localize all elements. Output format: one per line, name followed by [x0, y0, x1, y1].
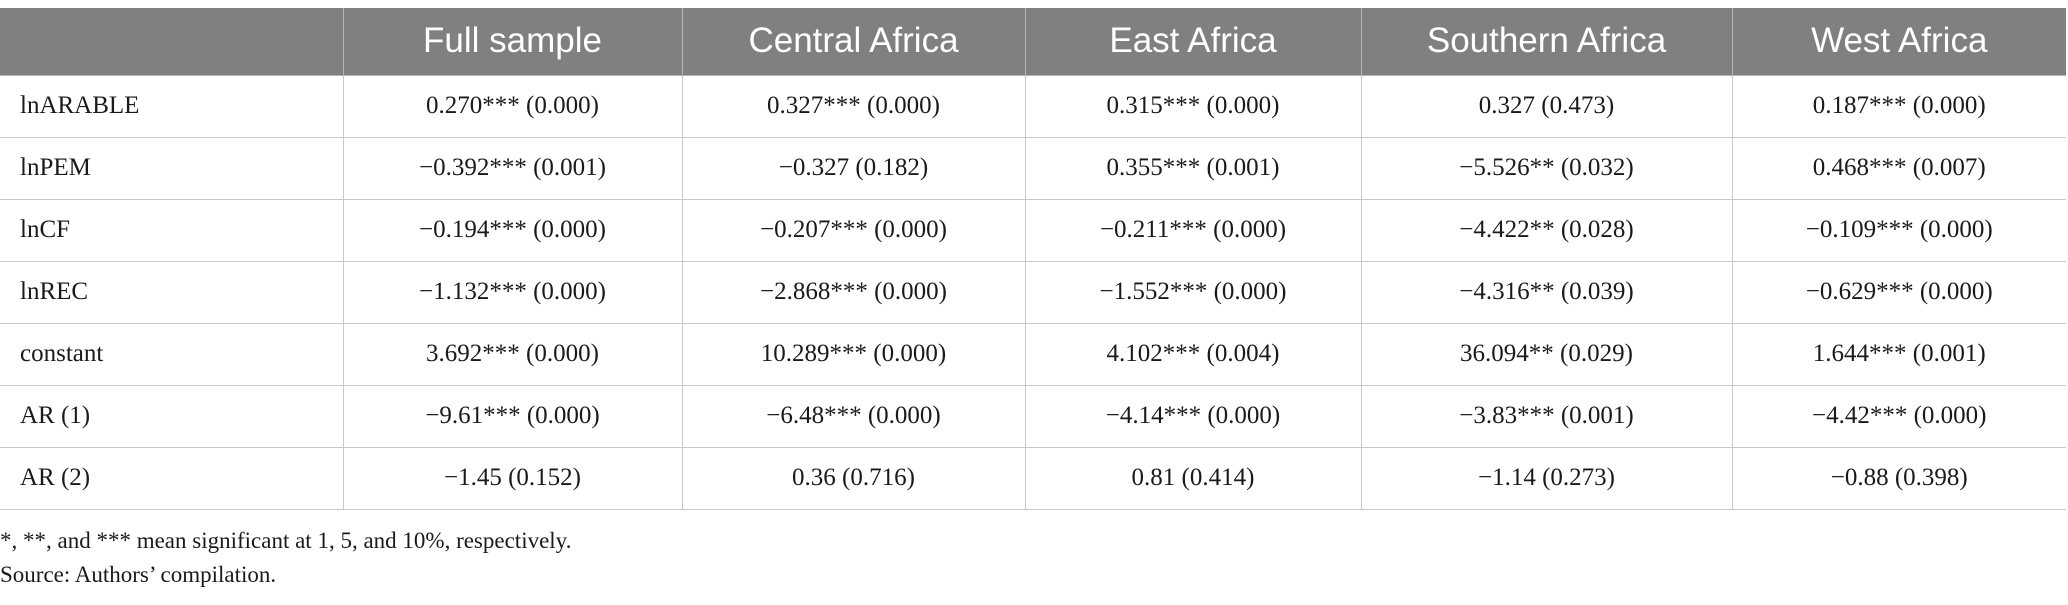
table-cell: 10.289*** (0.000) — [682, 323, 1026, 386]
table-row: constant 3.692*** (0.000) 10.289*** (0.0… — [0, 323, 2066, 386]
row-label: lnCF — [0, 199, 344, 262]
table-cell: −0.392*** (0.001) — [343, 137, 683, 200]
row-label: lnARABLE — [0, 75, 344, 138]
table-header: Full sample Central Africa East Africa S… — [0, 8, 2066, 76]
row-label: AR (2) — [0, 447, 344, 510]
table-row: lnCF −0.194*** (0.000) −0.207*** (0.000)… — [0, 199, 2066, 262]
results-table: Full sample Central Africa East Africa S… — [0, 8, 2066, 510]
table-cell: 1.644*** (0.001) — [1732, 323, 2066, 386]
table-cell: 4.102*** (0.004) — [1025, 323, 1362, 386]
table-row: lnREC −1.132*** (0.000) −2.868*** (0.000… — [0, 261, 2066, 324]
table-cell: 0.468*** (0.007) — [1732, 137, 2066, 200]
table-cell: 0.327 (0.473) — [1361, 75, 1733, 138]
table-cell: 0.36 (0.716) — [682, 447, 1026, 510]
table-cell: 0.187*** (0.000) — [1732, 75, 2066, 138]
row-label: constant — [0, 323, 344, 386]
table-cell: −9.61*** (0.000) — [343, 385, 683, 448]
table-cell: 0.315*** (0.000) — [1025, 75, 1362, 138]
table-cell: 0.270*** (0.000) — [343, 75, 683, 138]
header-cell-west-africa: West Africa — [1732, 8, 2066, 76]
header-cell-full-sample: Full sample — [343, 8, 683, 76]
table-cell: −0.629*** (0.000) — [1732, 261, 2066, 324]
table-cell: 3.692*** (0.000) — [343, 323, 683, 386]
header-cell-stub — [0, 8, 344, 76]
table-cell: −5.526** (0.032) — [1361, 137, 1733, 200]
table-cell: −0.109*** (0.000) — [1732, 199, 2066, 262]
table-cell: 36.094** (0.029) — [1361, 323, 1733, 386]
table-cell: −1.132*** (0.000) — [343, 261, 683, 324]
table-cell: −1.552*** (0.000) — [1025, 261, 1362, 324]
table-cell: −3.83*** (0.001) — [1361, 385, 1733, 448]
row-label: lnREC — [0, 261, 344, 324]
source-note: Source: Authors’ compilation. — [0, 562, 277, 587]
header-cell-central-africa: Central Africa — [682, 8, 1026, 76]
table-cell: −4.422** (0.028) — [1361, 199, 1733, 262]
row-label: lnPEM — [0, 137, 344, 200]
header-row: Full sample Central Africa East Africa S… — [0, 8, 2066, 76]
table-cell: 0.81 (0.414) — [1025, 447, 1362, 510]
table-cell: −0.207*** (0.000) — [682, 199, 1026, 262]
table-cell: −0.211*** (0.000) — [1025, 199, 1362, 262]
table-cell: −1.14 (0.273) — [1361, 447, 1733, 510]
table-cell: −4.42*** (0.000) — [1732, 385, 2066, 448]
table-row: lnPEM −0.392*** (0.001) −0.327 (0.182) 0… — [0, 137, 2066, 200]
table-cell: 0.355*** (0.001) — [1025, 137, 1362, 200]
table-row: AR (2) −1.45 (0.152) 0.36 (0.716) 0.81 (… — [0, 447, 2066, 510]
row-label: AR (1) — [0, 385, 344, 448]
table-notes: *, **, and *** mean significant at 1, 5,… — [0, 524, 571, 592]
table-cell: −0.88 (0.398) — [1732, 447, 2066, 510]
header-cell-east-africa: East Africa — [1025, 8, 1362, 76]
table-cell: −4.316** (0.039) — [1361, 261, 1733, 324]
table-cell: −4.14*** (0.000) — [1025, 385, 1362, 448]
table-cell: −0.194*** (0.000) — [343, 199, 683, 262]
header-cell-southern-africa: Southern Africa — [1361, 8, 1733, 76]
table-body: lnARABLE 0.270*** (0.000) 0.327*** (0.00… — [0, 75, 2066, 510]
table-cell: −2.868*** (0.000) — [682, 261, 1026, 324]
table-cell: −1.45 (0.152) — [343, 447, 683, 510]
significance-note: *, **, and *** mean significant at 1, 5,… — [0, 528, 572, 553]
table-row: lnARABLE 0.270*** (0.000) 0.327*** (0.00… — [0, 75, 2066, 138]
table-cell: 0.327*** (0.000) — [682, 75, 1026, 138]
table-row: AR (1) −9.61*** (0.000) −6.48*** (0.000)… — [0, 385, 2066, 448]
table-cell: −6.48*** (0.000) — [682, 385, 1026, 448]
table-cell: −0.327 (0.182) — [682, 137, 1026, 200]
